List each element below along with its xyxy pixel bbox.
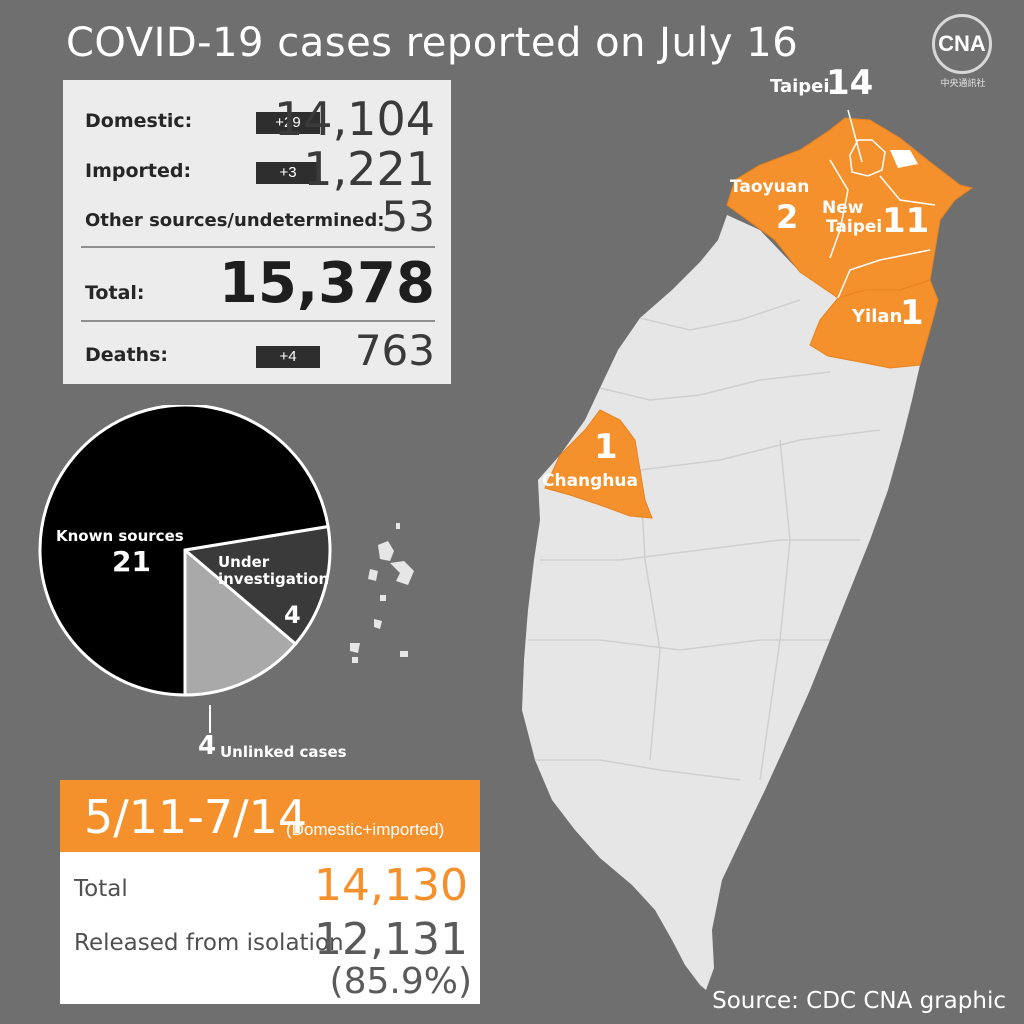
total-label: Total:: [85, 282, 145, 304]
changhua-value: 1: [594, 427, 618, 467]
range-note: (Domestic+imported): [286, 820, 445, 839]
pie-slice-known: [38, 405, 330, 697]
taipei-value: 14: [826, 63, 873, 103]
total-value: 15,378: [218, 251, 435, 316]
known-sources-label: Known sources: [56, 527, 184, 545]
taipei-name: Taipei: [770, 76, 830, 97]
stats-divider: [81, 246, 435, 248]
taipei-leader-line: [847, 109, 863, 163]
region-changhua: [544, 409, 653, 519]
summary-panel: 5/11-7/14 (Domestic+imported) Total 14,1…: [60, 780, 480, 1004]
released-label: Released from isolation: [74, 930, 344, 956]
date-range: 5/11-7/14: [84, 790, 308, 844]
newtaipei-name-line2: Taipei: [826, 217, 882, 237]
pie-slices: [38, 405, 332, 697]
taiwan-island: [522, 215, 920, 990]
other-label: Other sources/undetermined:: [85, 210, 385, 231]
released-value: 12,131: [314, 914, 468, 965]
taipei-outline: [829, 139, 936, 299]
changhua-name: Changhua: [542, 471, 638, 491]
imported-row: Imported: +3 1,221: [85, 146, 435, 196]
unlinked-value: 4: [198, 731, 217, 761]
keelung-island: [890, 150, 918, 168]
deaths-value: 763: [354, 326, 435, 375]
known-sources-value: 21: [112, 545, 151, 578]
page-title: COVID-19 cases reported on July 16: [66, 20, 799, 66]
imported-label: Imported:: [85, 160, 192, 182]
domestic-delta-badge: +29: [256, 112, 320, 134]
imported-delta-badge: +3: [256, 162, 320, 184]
summary-header: 5/11-7/14 (Domestic+imported): [60, 780, 480, 852]
pie-svg: [38, 405, 332, 733]
total-row: Total: 15,378: [85, 252, 435, 318]
domestic-label: Domestic:: [85, 110, 193, 132]
taoyuan-name: Taoyuan: [730, 177, 809, 197]
other-row: Other sources/undetermined: 53: [85, 196, 435, 244]
investigation-label-line1: Under: [218, 553, 270, 571]
domestic-row: Domestic: +29 14,104: [85, 96, 435, 146]
logo-mark: CNA: [932, 14, 992, 74]
yilan-value: 1: [900, 293, 924, 333]
investigation-label-line2: investigation: [218, 570, 330, 588]
investigation-value: 4: [284, 601, 301, 629]
newtaipei-name-line1: New: [822, 198, 864, 218]
other-value: 53: [381, 192, 435, 241]
deaths-label: Deaths:: [85, 344, 168, 366]
logo-subtitle: 中央通訊社: [940, 78, 986, 88]
cna-logo: CNA 中央通訊社: [924, 14, 1002, 92]
pie-slice-investigation: [181, 524, 332, 646]
deaths-delta-badge: +4: [256, 346, 320, 368]
source-pie-chart: Known sources 21 Under investigation 4 4…: [30, 405, 350, 761]
region-yilan: [809, 279, 939, 369]
taoyuan-value: 2: [776, 198, 798, 236]
taiwan-map: Taipei 14 Taoyuan 2 New Taipei 11 Yilan …: [522, 63, 974, 990]
penghu-islands-svg: [350, 523, 414, 663]
summary-total-value: 14,130: [314, 860, 468, 911]
county-borders: [528, 299, 881, 781]
released-percent: (85.9%): [329, 961, 472, 1002]
stats-divider: [81, 320, 435, 322]
penghu-islands: [350, 523, 414, 663]
domestic-value: 14,104: [274, 92, 435, 146]
case-stats-panel: Domestic: +29 14,104 Imported: +3 1,221 …: [63, 80, 451, 384]
deaths-row: Deaths: +4 763: [85, 328, 435, 376]
unlinked-label: Unlinked cases: [220, 743, 347, 761]
newtaipei-value: 11: [882, 201, 929, 241]
source-credit: Source: CDC CNA graphic: [712, 988, 1006, 1014]
pie-slice-unlinked: [183, 546, 298, 697]
imported-value: 1,221: [303, 142, 435, 196]
yilan-name: Yilan: [851, 306, 902, 327]
summary-total-label: Total: [74, 876, 128, 902]
